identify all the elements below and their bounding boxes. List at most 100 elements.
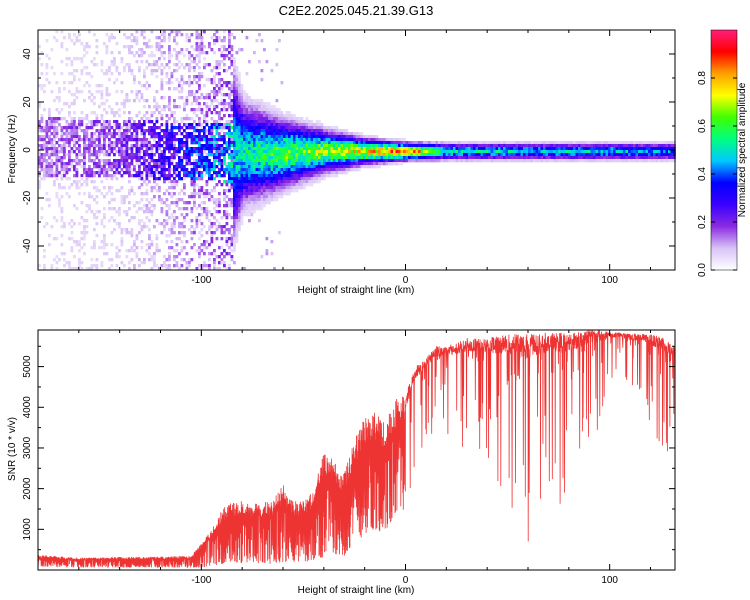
spectrogram-cell <box>475 147 479 151</box>
spectrogram-cell <box>300 177 304 181</box>
spectrogram-cell <box>223 93 226 97</box>
spectrogram-cell <box>48 162 51 166</box>
spectrogram-cell <box>80 72 84 76</box>
spectrogram-cell <box>650 153 654 157</box>
spectrogram-cell <box>108 153 111 157</box>
spectrogram-cell <box>355 141 359 145</box>
spectrogram-cell <box>78 258 81 262</box>
spectrogram-cell <box>638 147 641 151</box>
spectrogram-cell <box>270 135 274 139</box>
spectrogram-cell <box>160 51 164 55</box>
spectrogram-cell <box>188 51 191 55</box>
spectrogram-cell <box>278 132 281 136</box>
spectrogram-cell <box>413 153 416 157</box>
spectrogram-cell <box>80 111 84 115</box>
spectrogram-cell <box>478 141 481 145</box>
spectrogram-cell <box>533 144 536 148</box>
spectrogram-cell <box>215 126 219 130</box>
spectrogram-cell <box>605 144 609 148</box>
spectrogram-cell <box>248 108 251 112</box>
spectrogram-cell <box>238 216 241 220</box>
spectrogram-cell <box>225 123 229 127</box>
spectrogram-cell <box>175 183 179 187</box>
spectrogram-cell <box>93 132 96 136</box>
spectrogram-cell <box>128 201 131 205</box>
spectrogram-cell <box>310 168 314 172</box>
spectrogram-cell <box>125 63 129 67</box>
spectrogram-cell <box>108 39 111 43</box>
spectrogram-cell <box>123 201 126 205</box>
spectrogram-cell <box>140 225 144 229</box>
spectrogram-cell <box>238 210 241 214</box>
spectrogram-cell <box>200 228 204 232</box>
spectrogram-cell <box>88 153 91 157</box>
spectrogram-cell <box>570 141 574 145</box>
spectrogram-cell <box>238 165 241 169</box>
spectrogram-cell <box>223 54 226 58</box>
spectrogram-cell <box>165 222 169 226</box>
spectrogram-cell <box>643 153 646 157</box>
spectrogram-cell <box>98 246 101 250</box>
spectrogram-cell <box>235 192 239 196</box>
spectrogram-cell <box>370 144 374 148</box>
spectrogram-cell <box>670 147 674 151</box>
spectrogram-cell <box>68 162 71 166</box>
spectrogram-cell <box>250 207 254 211</box>
spectrogram-cell <box>180 48 184 52</box>
spectrogram-cell <box>230 255 234 259</box>
spectrogram-cell <box>228 30 231 34</box>
spectrogram-cell <box>258 156 261 160</box>
spectrogram-cell <box>90 174 94 178</box>
spectrogram-cell <box>225 81 229 85</box>
spectrogram-cell <box>228 267 231 271</box>
spectrogram-cell <box>125 153 129 157</box>
spectrogram-cell <box>485 144 489 148</box>
spectrogram-cell <box>443 153 446 157</box>
spectrogram-cell <box>373 162 376 166</box>
spectrogram-cell <box>245 111 249 115</box>
spectrogram-cell <box>255 105 259 109</box>
spectrogram-cell <box>105 162 109 166</box>
spectrogram-cell <box>155 168 159 172</box>
spectrogram-cell <box>183 171 186 175</box>
spectrogram-cell <box>258 183 261 187</box>
spectrogram-cell <box>173 249 176 253</box>
spectrogram-cell <box>388 144 391 148</box>
spectrogram-cell <box>503 153 506 157</box>
spectrogram-cell <box>60 219 64 223</box>
spectrogram-cell <box>530 144 534 148</box>
spectrogram-cell <box>173 156 176 160</box>
spectrogram-cell <box>128 147 131 151</box>
spectrogram-cell <box>145 45 149 49</box>
spectrogram-cell <box>43 177 46 181</box>
spectrogram-cell <box>555 144 559 148</box>
spectrogram-cell <box>168 159 171 163</box>
spectrogram-cell <box>198 42 201 46</box>
spectrogram-cell <box>583 159 586 163</box>
spectrogram-cell <box>465 153 469 157</box>
spectrogram-cell <box>240 147 244 151</box>
spectrogram-cell <box>130 168 134 172</box>
spectrogram-cell <box>93 150 96 154</box>
spectrogram-cell <box>210 36 214 40</box>
spectrogram-cell <box>200 156 204 160</box>
spectrogram-cell <box>208 141 211 145</box>
spectrogram-cell <box>293 168 296 172</box>
spectrogram-cell <box>478 147 481 151</box>
spectrogram-cell <box>235 195 239 199</box>
spectrogram-cell <box>40 117 44 121</box>
spectrogram-cell <box>435 147 439 151</box>
spectrogram-cell <box>195 30 199 34</box>
spectrogram-cell <box>220 159 224 163</box>
spectrogram-cell <box>295 132 299 136</box>
spectrogram-cell <box>98 132 101 136</box>
spectrogram-cell <box>218 84 221 88</box>
spectrogram-cell <box>190 231 194 235</box>
spectrogram-cell <box>270 186 274 190</box>
spectrogram-cell <box>120 153 124 157</box>
spectrogram-cell <box>438 144 441 148</box>
spectrogram-cell <box>223 57 226 61</box>
spectrogram-cell <box>200 147 204 151</box>
spectrogram-cell <box>310 165 314 169</box>
spectrogram-cell <box>230 141 234 145</box>
